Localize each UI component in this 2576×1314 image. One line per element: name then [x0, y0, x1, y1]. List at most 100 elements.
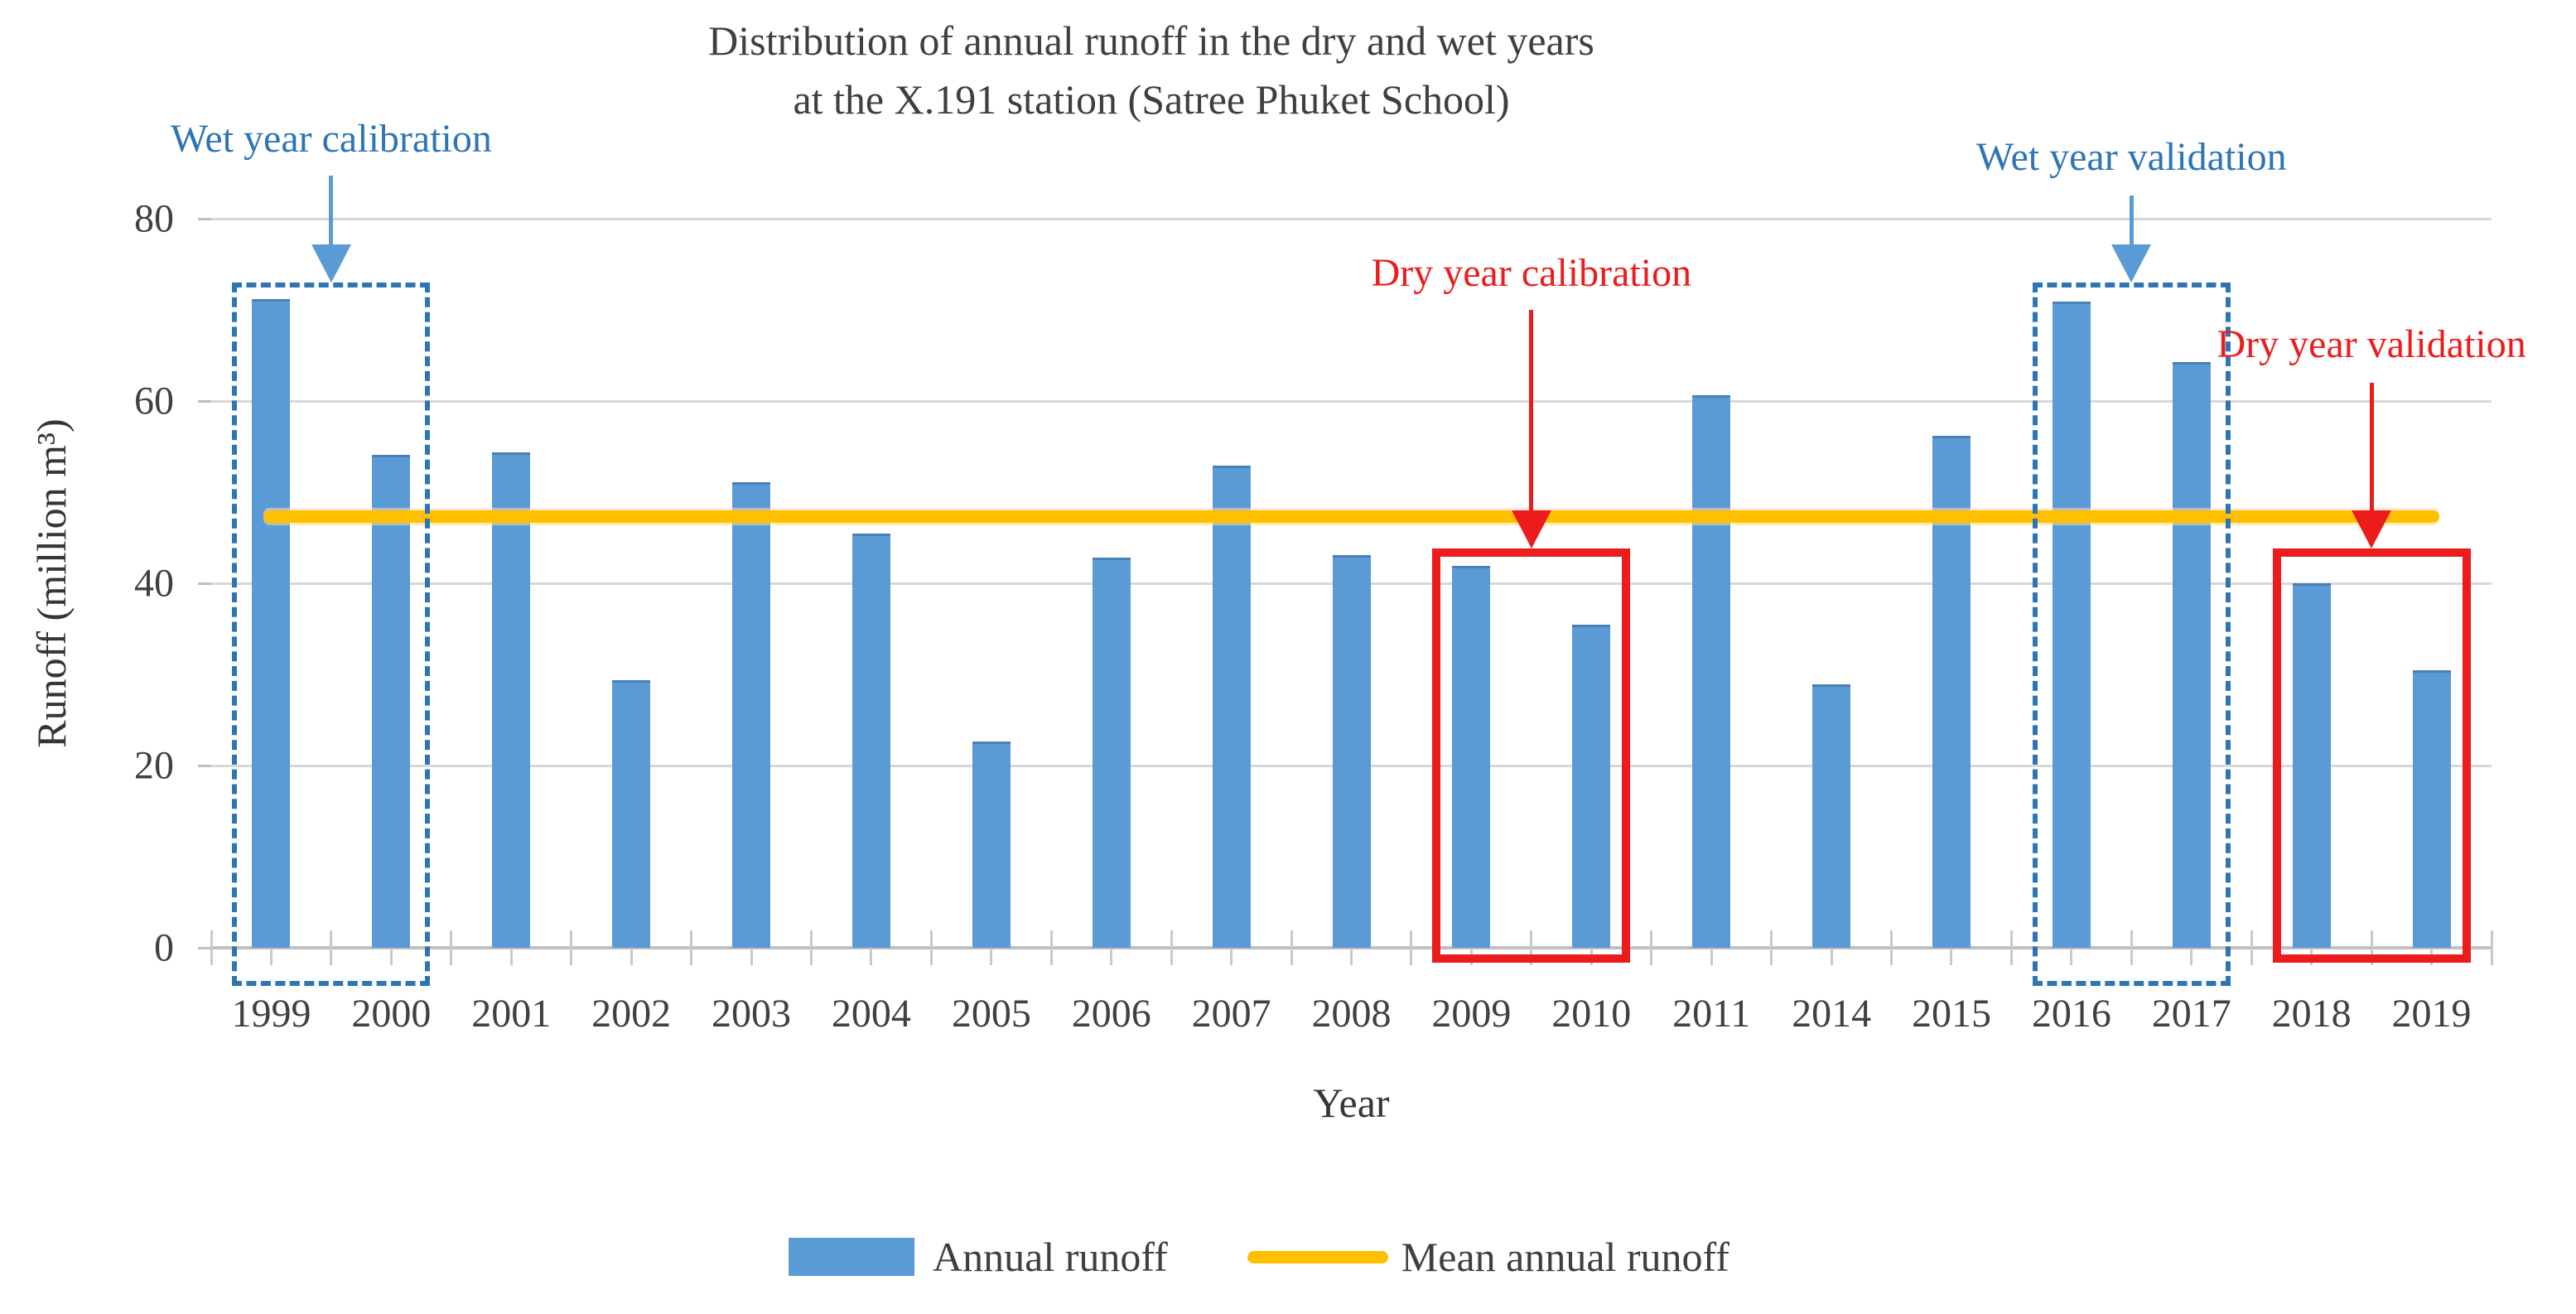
bar-2016: [2052, 302, 2091, 948]
x-axis-minor-tick: [1230, 930, 1233, 965]
y-axis-tick-40: [198, 582, 211, 585]
bar-2005: [972, 742, 1011, 948]
x-axis-minor-tick: [1350, 930, 1353, 965]
annotation-label-wet-year-validation: Wet year validation: [1975, 135, 2287, 179]
annotation-arrow-head-wet-year-calibration: [311, 244, 351, 283]
legend-label-annual-runoff: Annual runoff: [933, 1234, 1168, 1280]
x-tick-label-1999: 1999: [231, 992, 311, 1036]
x-tick-label-2010: 2010: [1551, 992, 1632, 1036]
annotation-box-wet-year-validation: [2032, 283, 2231, 987]
y-axis-tick-20: [198, 764, 211, 767]
legend: Annual runoff Mean annual runoff: [789, 1233, 1729, 1281]
x-axis-minor-tick: [210, 930, 213, 965]
x-tick-label-2003: 2003: [712, 992, 792, 1036]
x-tick-label-2009: 2009: [1431, 992, 1512, 1036]
x-axis-minor-tick: [269, 930, 273, 965]
annual-runoff-swatch: [789, 1238, 915, 1276]
x-tick-label-2018: 2018: [2271, 992, 2352, 1036]
x-axis-minor-tick: [1830, 930, 1833, 965]
bar-2004: [851, 533, 890, 948]
bar-2011: [1692, 395, 1731, 948]
x-axis-minor-tick: [389, 930, 393, 965]
x-axis-minor-tick: [1469, 930, 1473, 965]
bar-2006: [1092, 558, 1131, 948]
bar-2019: [2412, 669, 2451, 948]
x-axis-minor-tick: [1710, 930, 1713, 965]
y-tick-label-20: 20: [134, 743, 174, 788]
annotation-label-wet-year-calibration: Wet year calibration: [170, 117, 492, 161]
x-tick-label-2014: 2014: [1792, 992, 1872, 1036]
x-tick-label-2008: 2008: [1311, 992, 1392, 1036]
bar-2000: [372, 454, 411, 948]
bar-2017: [2172, 361, 2211, 948]
annotation-label-dry-year-calibration: Dry year calibration: [1371, 251, 1692, 295]
y-tick-label-0: 0: [154, 925, 174, 970]
x-axis-minor-tick: [2310, 930, 2313, 965]
x-axis-minor-tick: [2370, 930, 2373, 965]
x-axis-minor-tick: [2190, 930, 2193, 965]
bar-2014: [1812, 684, 1851, 948]
x-tick-label-2004: 2004: [831, 992, 911, 1036]
annotation-arrow-tail-dry-year-validation: [2369, 383, 2374, 513]
annotation-arrow-head-dry-year-validation: [2352, 510, 2392, 549]
x-axis-minor-tick: [2430, 930, 2434, 965]
x-tick-label-2002: 2002: [591, 992, 672, 1036]
x-axis-minor-tick: [750, 930, 753, 965]
x-axis-minor-tick: [990, 930, 993, 965]
bar-2009: [1452, 566, 1491, 948]
annotation-box-wet-year-calibration: [232, 283, 431, 987]
y-tick-label-60: 60: [134, 379, 174, 423]
x-axis-minor-tick: [2490, 930, 2493, 965]
x-tick-label-2007: 2007: [1191, 992, 1271, 1036]
gridline-60: [211, 399, 2492, 403]
x-axis-minor-tick: [1170, 930, 1173, 965]
chart-title-line1: Distribution of annual runoff in the dry…: [708, 17, 1594, 64]
x-axis-minor-tick: [809, 930, 813, 965]
x-axis-minor-tick: [690, 930, 693, 965]
bar-2008: [1332, 554, 1371, 948]
legend-label-mean-annual-runoff: Mean annual runoff: [1401, 1234, 1729, 1280]
y-tick-label-40: 40: [134, 561, 174, 606]
x-tick-label-2001: 2001: [471, 992, 552, 1036]
x-axis-minor-tick: [1110, 930, 1113, 965]
bar-2010: [1572, 624, 1611, 948]
x-tick-label-2015: 2015: [1911, 992, 1991, 1036]
x-axis-minor-tick: [870, 930, 873, 965]
x-axis-minor-tick: [1890, 930, 1893, 965]
x-axis-minor-tick: [1950, 930, 1953, 965]
x-axis-minor-tick: [509, 930, 513, 965]
x-tick-label-2000: 2000: [351, 992, 432, 1036]
y-axis-tick-60: [198, 399, 211, 403]
x-tick-label-2006: 2006: [1071, 992, 1151, 1036]
x-axis-minor-tick: [1410, 930, 1413, 965]
bar-2002: [612, 679, 651, 948]
x-axis-minor-tick: [1290, 930, 1293, 965]
x-axis-minor-tick: [2070, 930, 2073, 965]
x-axis-minor-tick: [2130, 930, 2133, 965]
x-tick-label-2011: 2011: [1672, 992, 1751, 1036]
chart-title-line2: at the X.191 station (Satree Phuket Scho…: [793, 76, 1510, 123]
y-tick-label-80: 80: [134, 196, 174, 241]
bar-2018: [2292, 583, 2331, 948]
annotation-arrow-tail-wet-year-validation: [2129, 196, 2134, 246]
x-axis-title: Year: [1313, 1080, 1390, 1126]
annotation-box-dry-year-validation: [2272, 548, 2471, 963]
x-axis-minor-tick: [1589, 930, 1593, 965]
x-tick-label-2005: 2005: [951, 992, 1031, 1036]
annotation-arrow-tail-dry-year-calibration: [1529, 310, 1534, 513]
annotation-arrow-head-wet-year-validation: [2111, 244, 2152, 283]
annotation-arrow-tail-wet-year-calibration: [329, 176, 334, 246]
annotation-label-dry-year-validation: Dry year validation: [2217, 322, 2526, 366]
bar-2001: [492, 452, 531, 948]
x-axis-minor-tick: [1049, 930, 1053, 965]
x-axis-minor-tick: [570, 930, 573, 965]
x-axis-minor-tick: [450, 930, 453, 965]
y-axis-tick-80: [198, 217, 211, 220]
x-tick-label-2017: 2017: [2151, 992, 2231, 1036]
x-axis-minor-tick: [2250, 930, 2253, 965]
annotation-arrow-head-dry-year-calibration: [1511, 510, 1551, 549]
x-axis-minor-tick: [1650, 930, 1653, 965]
x-axis-minor-tick: [929, 930, 933, 965]
x-axis-minor-tick: [2009, 930, 2013, 965]
